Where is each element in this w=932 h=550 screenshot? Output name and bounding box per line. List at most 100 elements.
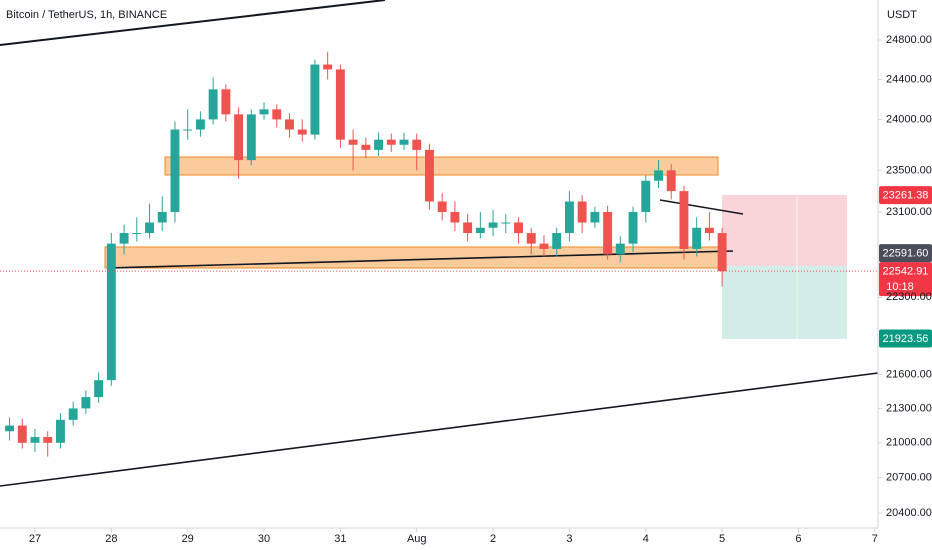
price-label-box [879, 186, 932, 205]
x-tick-label: 6 [795, 533, 801, 545]
candle-body [628, 211, 638, 244]
candle-body [463, 222, 473, 234]
candle-body [68, 408, 78, 420]
candle-body [501, 222, 511, 224]
target-zone [722, 266, 847, 339]
candle-body [679, 191, 689, 249]
candle-body [310, 64, 320, 135]
candle-body [335, 69, 345, 140]
x-tick-label: 31 [334, 533, 346, 545]
price-label-box [879, 244, 932, 263]
candle-body [195, 119, 205, 130]
x-tick-label: 4 [643, 533, 649, 545]
candle-body [641, 180, 651, 212]
x-tick-label: 3 [566, 533, 572, 545]
candle-body [361, 144, 371, 150]
candle-body [348, 139, 358, 145]
candle-body [5, 425, 14, 432]
candle-body [30, 437, 40, 443]
y-tick-label: 23100.00 [886, 206, 932, 218]
x-tick-label: 28 [105, 533, 117, 545]
candle-body [246, 114, 256, 161]
x-tick-label: 5 [719, 533, 725, 545]
candle-body [323, 64, 333, 70]
trend-line [107, 250, 734, 269]
price-label: 23261.38 [883, 190, 929, 202]
candle-body [43, 437, 53, 443]
resistance-zone [164, 156, 719, 176]
y-tick-label: 24000.00 [886, 113, 932, 125]
countdown: 10:18 [886, 281, 914, 293]
price-label: 22542.91 [883, 265, 929, 277]
candle-body [552, 233, 562, 249]
candle-body [603, 211, 613, 255]
candle-body [145, 222, 154, 234]
candle-body [692, 227, 702, 249]
candle-body [221, 89, 231, 115]
wedge-line [659, 199, 744, 215]
candle-body [259, 109, 269, 115]
x-tick-label: 27 [29, 533, 41, 545]
candle-body [437, 201, 447, 212]
x-tick-label: 7 [872, 533, 878, 545]
candle-body [208, 89, 218, 120]
candle-body [666, 170, 676, 192]
y-tick-label: 21000.00 [886, 437, 932, 449]
candle-body [488, 222, 498, 228]
candle-body [425, 149, 434, 202]
y-tick-label: 21300.00 [886, 402, 932, 414]
candle-body [272, 109, 282, 120]
candle-body [539, 243, 549, 249]
channel-bottom [0, 372, 879, 487]
candle-body [475, 227, 485, 234]
candle-body [55, 419, 65, 443]
candle-body [412, 139, 422, 150]
stop-zone [722, 195, 847, 266]
candle-body [450, 211, 460, 223]
candle-body [183, 129, 193, 131]
candle-body [157, 211, 167, 223]
candle-body [526, 233, 536, 244]
candle-body [654, 170, 663, 181]
candles [0, 51, 878, 457]
candle-body [297, 129, 307, 135]
candle-body [615, 243, 625, 255]
candle-body [374, 139, 384, 150]
candle-body [94, 380, 104, 398]
channel-top [0, 0, 386, 46]
candle-body [106, 243, 116, 381]
y-tick-label: 23500.00 [886, 164, 932, 176]
x-tick-label: Aug [407, 533, 427, 545]
x-tick-label: 2 [490, 533, 496, 545]
y-tick-label: 20700.00 [886, 472, 932, 484]
candle-body [704, 227, 714, 234]
candle-body [285, 119, 294, 130]
x-tick-label: 30 [258, 533, 270, 545]
candle-body [81, 397, 91, 409]
y-tick-label: 24800.00 [886, 34, 932, 46]
candle-body [386, 139, 396, 145]
axis-unit: USDT [887, 9, 917, 21]
candle-body [234, 114, 244, 161]
y-tick-label: 20400.00 [886, 507, 932, 519]
candle-body [564, 201, 574, 234]
candle-body [170, 129, 180, 212]
candle-body [577, 201, 587, 223]
price-label: 21923.56 [883, 333, 929, 345]
price-labels: 21923.56 22542.91 10:18 22591.60 23261.38 [879, 186, 932, 348]
candle-body [399, 139, 409, 145]
y-tick-label: 21600.00 [886, 368, 932, 380]
candle-body [119, 233, 129, 244]
y-tick-label: 22300.00 [886, 291, 932, 303]
candle-body [132, 233, 142, 235]
candle-body [717, 233, 727, 272]
price-label-box [879, 329, 932, 348]
price-label: 22591.60 [883, 247, 929, 259]
x-tick-label: 29 [182, 533, 194, 545]
y-tick-label: 24400.00 [886, 73, 932, 85]
chart-title: Bitcoin / TetherUS, 1h, BINANCE [6, 9, 167, 21]
price-label-box [879, 262, 932, 297]
candle-body [17, 425, 27, 443]
candle-body [514, 222, 523, 234]
